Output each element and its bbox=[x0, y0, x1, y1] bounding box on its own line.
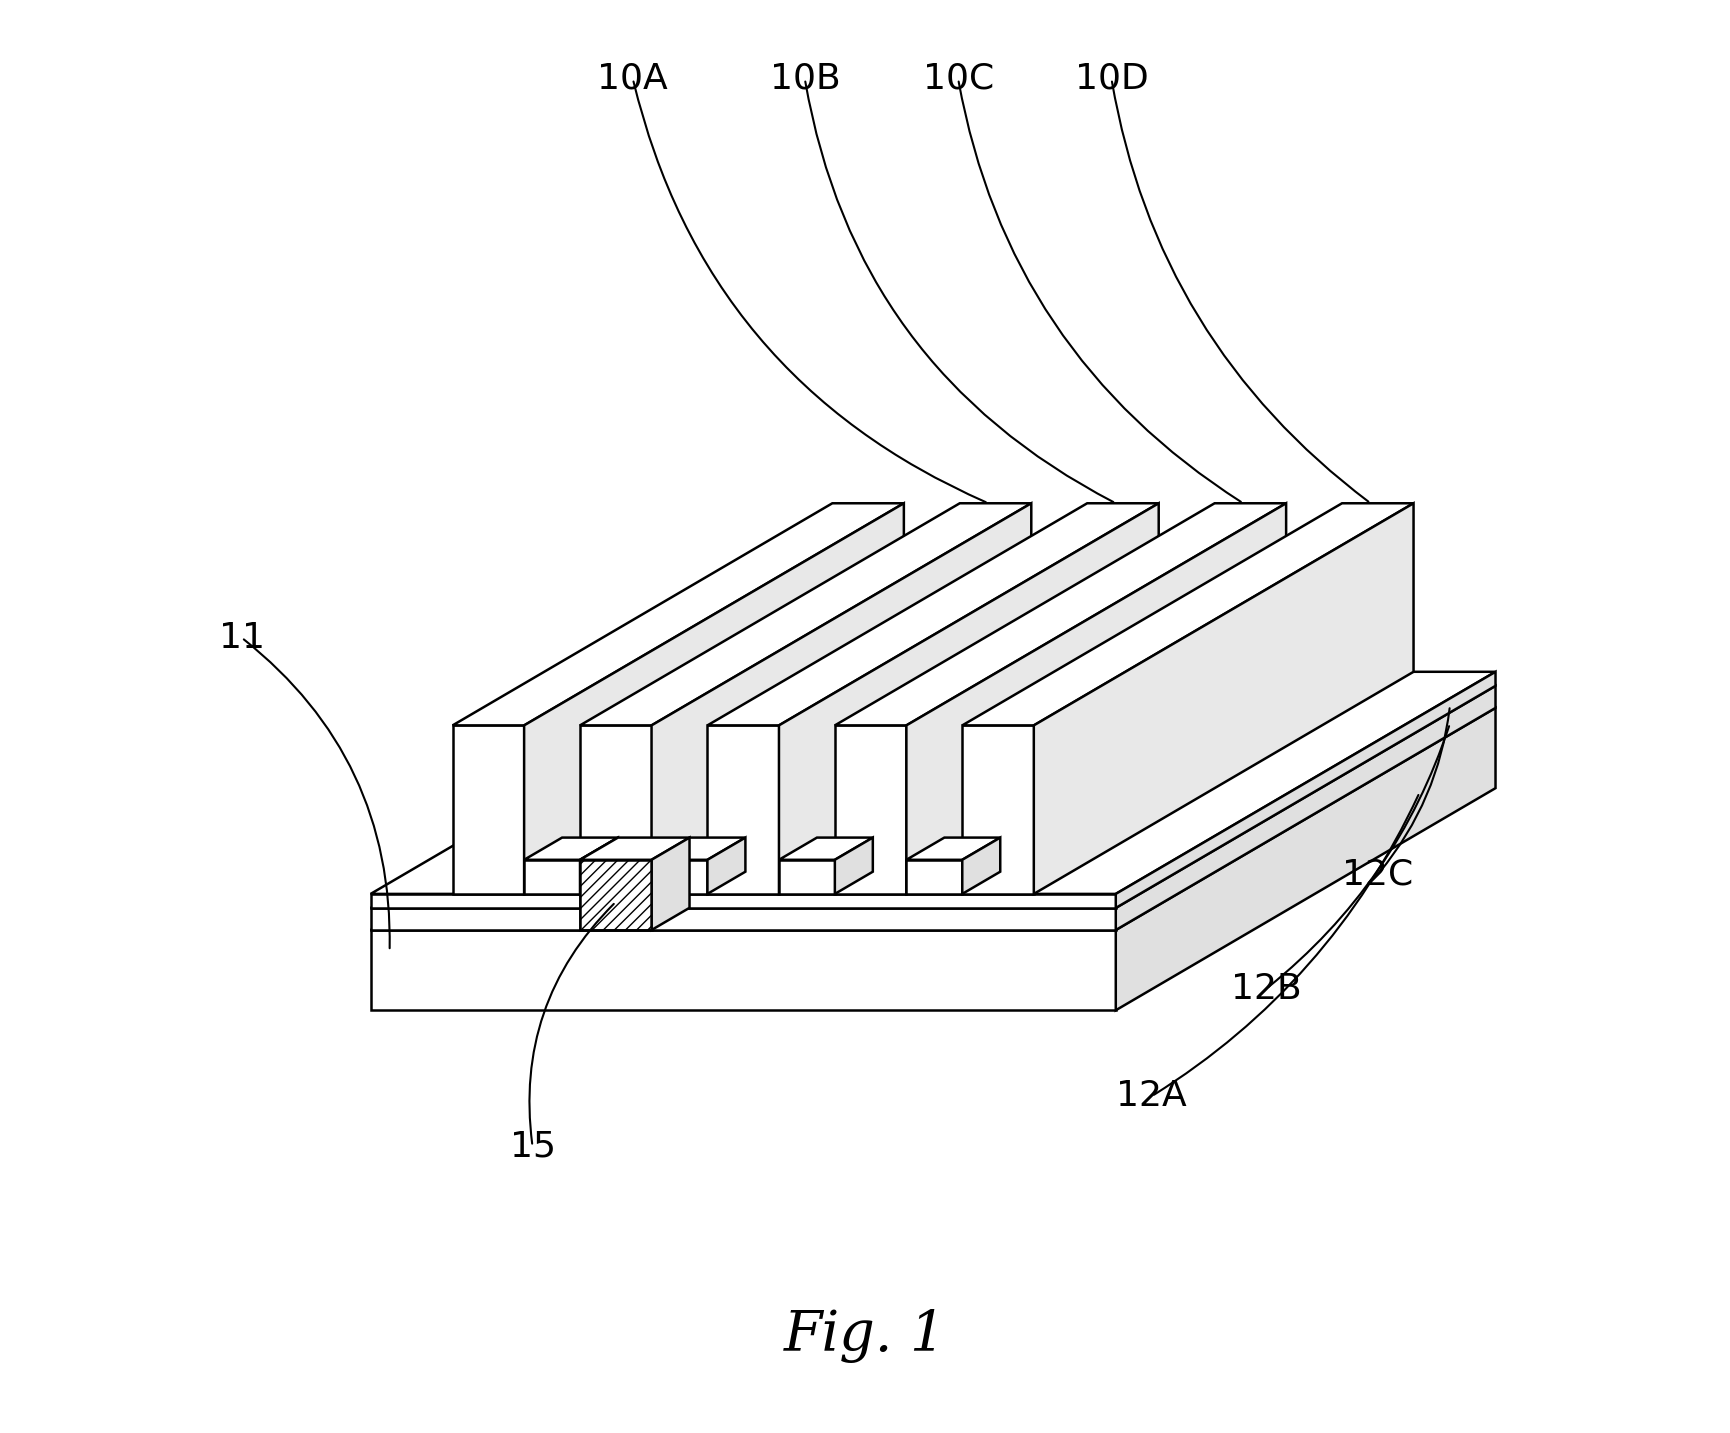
Polygon shape bbox=[836, 503, 1285, 725]
Polygon shape bbox=[962, 837, 1000, 894]
Polygon shape bbox=[1116, 686, 1495, 930]
Polygon shape bbox=[370, 894, 1116, 909]
Polygon shape bbox=[652, 503, 1031, 894]
Polygon shape bbox=[778, 837, 874, 860]
Polygon shape bbox=[708, 837, 746, 894]
Polygon shape bbox=[580, 837, 690, 860]
Polygon shape bbox=[370, 672, 1495, 894]
Polygon shape bbox=[962, 725, 1035, 894]
Text: 12C: 12C bbox=[1342, 857, 1413, 891]
Polygon shape bbox=[1116, 672, 1495, 909]
Text: 10D: 10D bbox=[1074, 62, 1149, 96]
Text: 10A: 10A bbox=[597, 62, 668, 96]
Text: Fig. 1: Fig. 1 bbox=[784, 1308, 946, 1363]
Polygon shape bbox=[778, 503, 1159, 894]
Polygon shape bbox=[907, 860, 962, 894]
Polygon shape bbox=[580, 837, 618, 894]
Polygon shape bbox=[524, 837, 618, 860]
Polygon shape bbox=[1035, 503, 1413, 894]
Polygon shape bbox=[1116, 708, 1495, 1010]
Polygon shape bbox=[652, 860, 708, 894]
Polygon shape bbox=[453, 503, 903, 725]
Polygon shape bbox=[962, 503, 1413, 725]
Text: 10B: 10B bbox=[770, 62, 841, 96]
Polygon shape bbox=[524, 503, 903, 894]
Polygon shape bbox=[370, 686, 1495, 909]
Text: 10C: 10C bbox=[922, 62, 993, 96]
Polygon shape bbox=[907, 837, 1000, 860]
Text: 15: 15 bbox=[510, 1129, 555, 1164]
Polygon shape bbox=[370, 708, 1495, 930]
Polygon shape bbox=[778, 860, 836, 894]
Polygon shape bbox=[370, 930, 1116, 1010]
Polygon shape bbox=[580, 503, 1031, 725]
Polygon shape bbox=[708, 503, 1159, 725]
Polygon shape bbox=[836, 725, 907, 894]
Polygon shape bbox=[652, 837, 690, 930]
Polygon shape bbox=[580, 725, 652, 894]
Polygon shape bbox=[524, 860, 580, 894]
Polygon shape bbox=[652, 837, 746, 860]
Polygon shape bbox=[708, 725, 778, 894]
Polygon shape bbox=[370, 909, 1116, 930]
Text: 12A: 12A bbox=[1116, 1079, 1187, 1113]
Polygon shape bbox=[907, 503, 1285, 894]
Polygon shape bbox=[453, 725, 524, 894]
Polygon shape bbox=[836, 837, 874, 894]
Text: 11: 11 bbox=[218, 620, 265, 655]
Polygon shape bbox=[580, 860, 652, 930]
Text: 12B: 12B bbox=[1232, 972, 1301, 1006]
